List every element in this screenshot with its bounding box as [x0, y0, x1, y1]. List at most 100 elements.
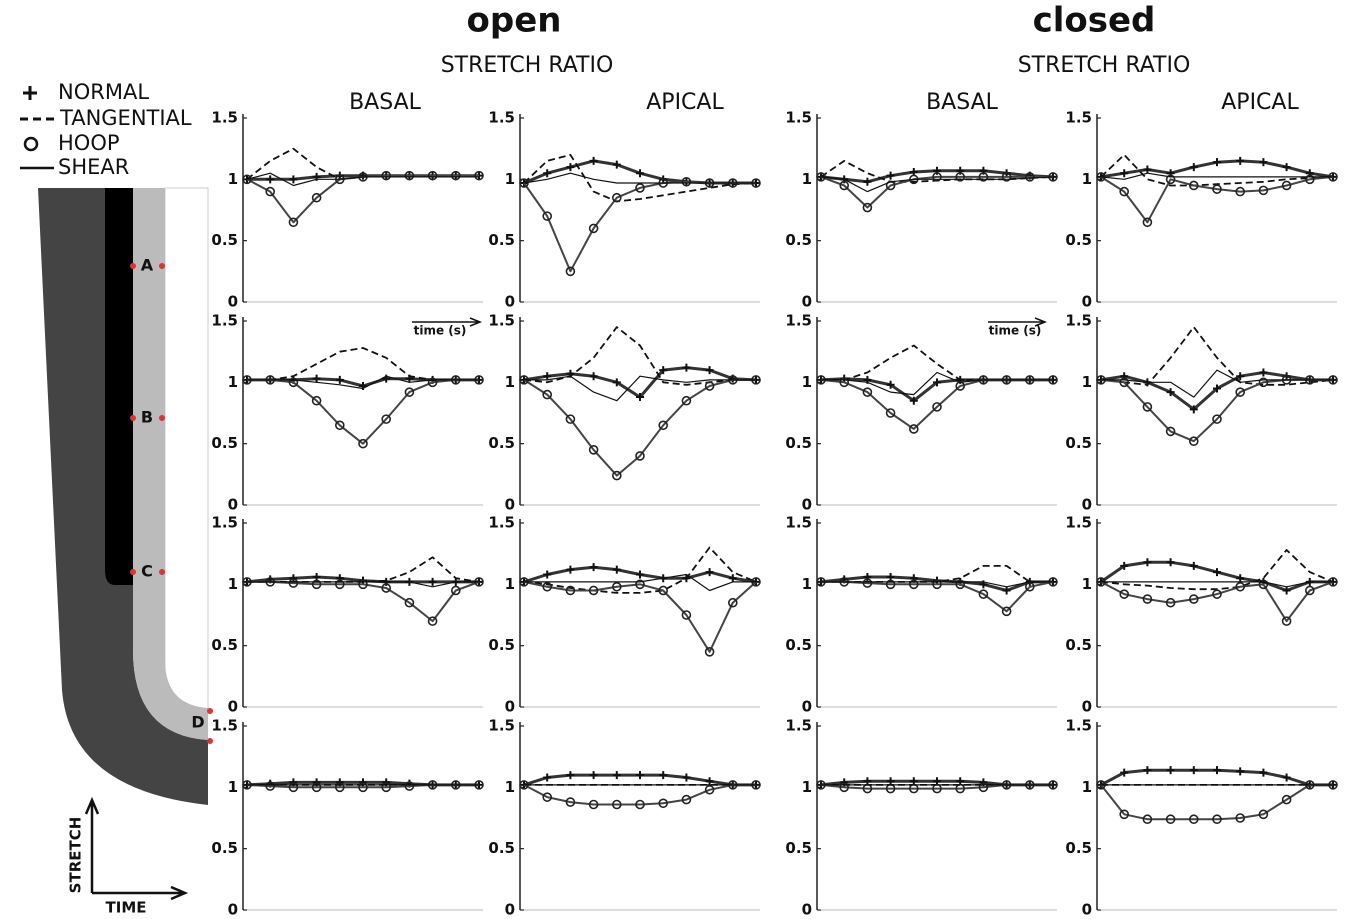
- normal-marker: [1213, 766, 1221, 774]
- y-tick-label: 1: [1082, 373, 1092, 391]
- y-tick-label: 0: [228, 293, 238, 311]
- series-line: [247, 176, 479, 223]
- y-tick-label: 1: [505, 778, 515, 796]
- normal-marker: [682, 774, 690, 782]
- y-tick-label: 0: [1082, 698, 1092, 716]
- y-tick-label: 1.5: [785, 109, 812, 127]
- normal-marker: [1283, 586, 1291, 594]
- y-tick-label: 1.5: [785, 717, 812, 735]
- y-tick-label: 1: [802, 778, 812, 796]
- normal-marker: [1167, 766, 1175, 774]
- point-marker: [159, 569, 165, 575]
- normal-marker: [1213, 568, 1221, 576]
- y-tick-label: 0.5: [211, 636, 238, 654]
- normal-marker: [566, 163, 574, 171]
- point-marker: [159, 263, 165, 269]
- y-tick-label: 0.5: [1065, 231, 1092, 249]
- subtitle: STRETCH RATIO: [441, 53, 614, 78]
- y-tick-label: 0: [802, 496, 812, 514]
- normal-marker: [289, 175, 297, 183]
- y-tick-label: 1.5: [1065, 109, 1092, 127]
- y-tick-label: 0.5: [785, 839, 812, 857]
- legend-label: TANGENTIAL: [59, 106, 192, 130]
- normal-marker: [1167, 558, 1175, 566]
- normal-marker: [636, 771, 644, 779]
- y-tick-label: 0: [505, 496, 515, 514]
- point-label: A: [141, 256, 154, 275]
- normal-marker: [613, 566, 621, 574]
- y-tick-label: 0.5: [488, 231, 515, 249]
- normal-marker: [613, 161, 621, 169]
- normal-marker: [336, 376, 344, 384]
- normal-marker: [1143, 766, 1151, 774]
- y-tick-label: 1.5: [211, 312, 238, 330]
- y-tick-label: 0.5: [488, 636, 515, 654]
- point-label: B: [141, 408, 153, 427]
- normal-marker: [1283, 163, 1291, 171]
- normal-marker: [1259, 158, 1267, 166]
- y-tick-label: 0: [802, 901, 812, 919]
- series-line: [524, 155, 756, 202]
- y-tick-label: 1: [1082, 778, 1092, 796]
- y-tick-label: 1: [802, 170, 812, 188]
- series-line: [1101, 562, 1333, 590]
- normal-marker: [590, 771, 598, 779]
- y-tick-label: 1: [505, 170, 515, 188]
- y-tick-label: 1.5: [1065, 717, 1092, 735]
- y-tick-label: 1: [1082, 575, 1092, 593]
- series-line: [524, 785, 756, 805]
- column-header: BASAL: [926, 90, 999, 115]
- title: open: [467, 1, 562, 41]
- normal-marker: [1143, 166, 1151, 174]
- axis-label: TIME: [106, 899, 147, 917]
- normal-marker: [1190, 562, 1198, 570]
- normal-marker: [1120, 169, 1128, 177]
- legend-label: NORMAL: [58, 80, 149, 104]
- y-tick-label: 0: [802, 698, 812, 716]
- legend-symbol: [23, 86, 37, 100]
- y-tick-label: 1.5: [211, 717, 238, 735]
- normal-marker: [1236, 157, 1244, 165]
- series-line: [1101, 327, 1333, 385]
- y-tick-label: 0.5: [1065, 636, 1092, 654]
- y-tick-label: 0: [505, 901, 515, 919]
- y-tick-label: 1.5: [785, 312, 812, 330]
- y-tick-label: 1: [228, 373, 238, 391]
- normal-marker: [659, 771, 667, 779]
- y-tick-label: 1: [505, 373, 515, 391]
- column-header: BASAL: [349, 90, 422, 115]
- normal-marker: [566, 771, 574, 779]
- y-tick-label: 0.5: [211, 434, 238, 452]
- point-marker: [130, 263, 136, 269]
- normal-marker: [729, 574, 737, 582]
- legend: NORMAL TANGENTIAL HOOP SHEAR: [20, 80, 192, 179]
- normal-marker: [429, 578, 437, 586]
- normal-marker: [1190, 163, 1198, 171]
- point-label: C: [141, 562, 153, 581]
- normal-marker: [590, 563, 598, 571]
- black-strip: [105, 188, 133, 585]
- time-label: time (s): [989, 324, 1042, 338]
- normal-marker: [636, 571, 644, 579]
- y-tick-label: 1.5: [211, 109, 238, 127]
- point-marker: [130, 415, 136, 421]
- y-tick-label: 0.5: [1065, 839, 1092, 857]
- point-marker: [159, 415, 165, 421]
- y-tick-label: 0: [228, 496, 238, 514]
- normal-marker: [543, 571, 551, 579]
- series-line: [1101, 173, 1333, 179]
- y-tick-label: 0: [505, 293, 515, 311]
- series-line: [821, 346, 1053, 380]
- normal-marker: [1213, 158, 1221, 166]
- y-tick-label: 1.5: [1065, 514, 1092, 532]
- y-tick-label: 0.5: [488, 839, 515, 857]
- series-line: [524, 182, 756, 271]
- normal-marker: [1003, 586, 1011, 594]
- point-marker: [130, 569, 136, 575]
- normal-marker: [682, 364, 690, 372]
- normal-marker: [1259, 769, 1267, 777]
- lumen: [165, 188, 208, 710]
- y-tick-label: 1.5: [785, 514, 812, 532]
- column-header: APICAL: [646, 90, 724, 115]
- normal-marker: [543, 774, 551, 782]
